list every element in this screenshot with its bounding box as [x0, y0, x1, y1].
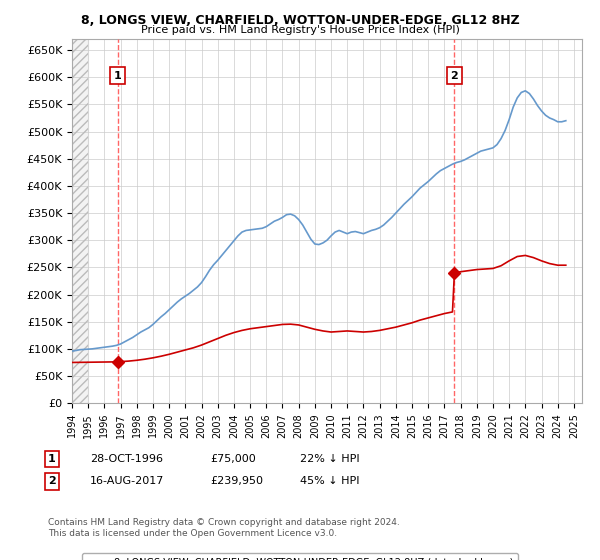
- Text: Price paid vs. HM Land Registry's House Price Index (HPI): Price paid vs. HM Land Registry's House …: [140, 25, 460, 35]
- Text: 22% ↓ HPI: 22% ↓ HPI: [300, 454, 359, 464]
- Legend: 8, LONGS VIEW, CHARFIELD, WOTTON-UNDER-EDGE, GL12 8HZ (detached house), HPI: Ave: 8, LONGS VIEW, CHARFIELD, WOTTON-UNDER-E…: [82, 553, 518, 560]
- Text: 16-AUG-2017: 16-AUG-2017: [90, 477, 164, 487]
- Bar: [72, 39, 88, 403]
- Text: 1: 1: [114, 71, 122, 81]
- Text: 1: 1: [48, 454, 56, 464]
- Text: 2: 2: [48, 477, 56, 487]
- Text: 45% ↓ HPI: 45% ↓ HPI: [300, 477, 359, 487]
- Text: 8, LONGS VIEW, CHARFIELD, WOTTON-UNDER-EDGE, GL12 8HZ: 8, LONGS VIEW, CHARFIELD, WOTTON-UNDER-E…: [80, 14, 520, 27]
- Text: Contains HM Land Registry data © Crown copyright and database right 2024.
This d: Contains HM Land Registry data © Crown c…: [48, 518, 400, 538]
- Text: 2: 2: [451, 71, 458, 81]
- Text: £75,000: £75,000: [210, 454, 256, 464]
- Bar: [72, 39, 88, 403]
- Text: 28-OCT-1996: 28-OCT-1996: [90, 454, 163, 464]
- Text: £239,950: £239,950: [210, 477, 263, 487]
